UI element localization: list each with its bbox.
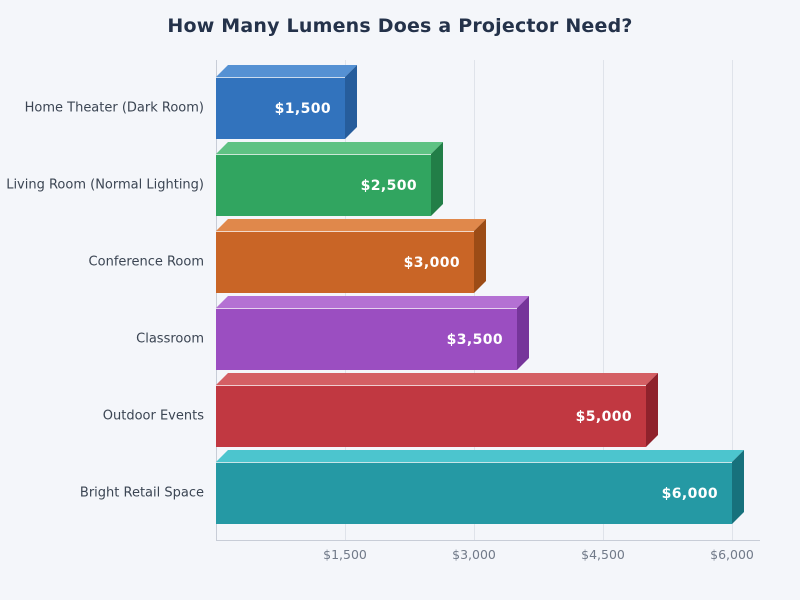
- bar-value-label: $2,500: [360, 177, 417, 194]
- bar-side-face: [732, 450, 744, 524]
- category-label: Conference Room: [88, 254, 204, 270]
- bar-red: $5,000: [216, 373, 658, 447]
- bar-top-face: [216, 373, 658, 385]
- bar-value-label: $3,000: [403, 254, 460, 271]
- y-axis-line: [216, 60, 217, 540]
- x-axis-line: [216, 540, 760, 541]
- bar-value-label: $1,500: [274, 100, 331, 117]
- x-tick-label: $6,000: [710, 547, 754, 562]
- x-tick-label: $4,500: [581, 547, 625, 562]
- bar-top-face: [216, 142, 443, 154]
- bar-side-face: [474, 219, 486, 293]
- bar-top-face: [216, 296, 529, 308]
- chart-title: How Many Lumens Does a Projector Need?: [167, 15, 633, 37]
- gridline-x: [732, 60, 733, 540]
- bar-front-face: $1,500: [216, 77, 345, 139]
- bar-purple: $3,500: [216, 296, 529, 370]
- bar-side-face: [345, 65, 357, 139]
- bar-top-face: [216, 219, 486, 231]
- bar-side-face: [517, 296, 529, 370]
- x-tick-label: $1,500: [323, 547, 367, 562]
- bar-value-label: $6,000: [661, 485, 718, 502]
- bar-front-face: $3,500: [216, 308, 517, 370]
- bar-value-label: $5,000: [575, 408, 632, 425]
- bar-orange: $3,000: [216, 219, 486, 293]
- category-label: Classroom: [136, 331, 204, 347]
- bar-green: $2,500: [216, 142, 443, 216]
- bar-side-face: [431, 142, 443, 216]
- bar-side-face: [646, 373, 658, 447]
- bar-teal: $6,000: [216, 450, 744, 524]
- bar-top-face: [216, 450, 744, 462]
- gridline-x: [603, 60, 604, 540]
- category-label: Bright Retail Space: [79, 485, 204, 501]
- bar-front-face: $5,000: [216, 385, 646, 447]
- bar-front-face: $6,000: [216, 462, 732, 524]
- bar-blue: $1,500: [216, 65, 357, 139]
- category-label: Living Room (Normal Lighting): [6, 177, 204, 193]
- bar-value-label: $3,500: [446, 331, 503, 348]
- bar-front-face: $2,500: [216, 154, 431, 216]
- bar-front-face: $3,000: [216, 231, 474, 293]
- bar-top-face: [216, 65, 357, 77]
- category-label: Home Theater (Dark Room): [24, 100, 204, 116]
- category-label: Outdoor Events: [102, 408, 204, 424]
- x-tick-label: $3,000: [452, 547, 496, 562]
